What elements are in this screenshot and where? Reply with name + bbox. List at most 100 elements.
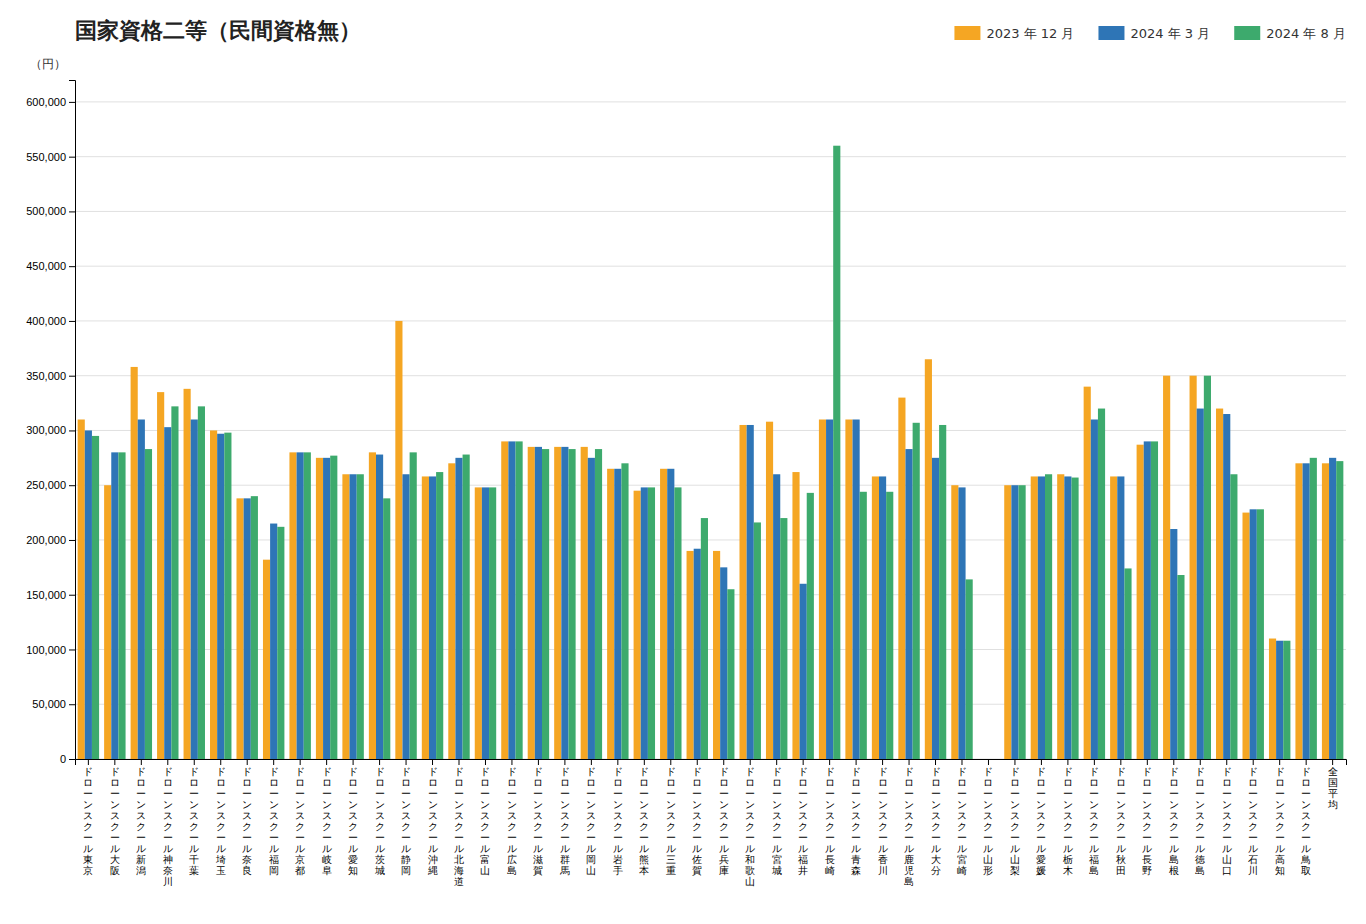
x-tick-char: ス <box>375 810 385 821</box>
y-axis-label: （円） <box>30 57 66 71</box>
legend-label: 2024 年 3 月 <box>1130 26 1210 41</box>
bar <box>236 498 243 759</box>
bar <box>1336 461 1343 759</box>
x-tick-char: ロ <box>322 777 332 788</box>
x-tick-char: ロ <box>1275 777 1285 788</box>
x-tick: ドローンスクール京都 <box>295 759 305 876</box>
x-tick-char: ン <box>189 799 199 810</box>
x-tick-char: 川 <box>878 865 888 876</box>
x-tick: ドローンスクール愛知 <box>348 759 358 876</box>
x-tick: ドローンスクール山口 <box>1222 759 1232 876</box>
x-tick-char: ク <box>666 821 676 832</box>
x-tick-char: ン <box>454 799 464 810</box>
y-tick-label: 100,000 <box>26 644 66 656</box>
x-tick-char: ー <box>560 832 570 843</box>
tick-mark <box>141 759 142 765</box>
bar <box>376 455 383 759</box>
x-tick: ドローンスクール大分 <box>931 759 941 876</box>
x-tick-char: ー <box>480 832 490 843</box>
bar <box>118 452 125 759</box>
bar <box>383 498 390 759</box>
tick-mark <box>459 759 460 765</box>
x-tick-label: ドローンスクール東京 <box>83 766 93 876</box>
y-tick: 400,000 <box>26 315 75 327</box>
x-tick-char: ロ <box>348 777 358 788</box>
bar <box>766 422 773 759</box>
bar <box>171 406 178 759</box>
x-tick-char: ン <box>322 799 332 810</box>
grid-line <box>75 430 1346 431</box>
x-tick-char: ー <box>1142 788 1152 799</box>
x-tick-char: ー <box>1142 832 1152 843</box>
x-tick-char: ル <box>851 843 861 854</box>
bar <box>104 485 111 759</box>
x-tick-char: ス <box>242 810 252 821</box>
x-tick: ドローンスクール北海道 <box>454 759 464 887</box>
tick-mark <box>961 759 962 765</box>
bar <box>833 146 840 759</box>
bar <box>614 469 621 759</box>
x-tick-char: ス <box>1010 810 1020 821</box>
bar <box>648 487 655 759</box>
x-tick: ドローンスクール埼玉 <box>215 759 226 876</box>
x-tick-label: ドローンスクール和歌山 <box>745 766 755 887</box>
x-tick-label: ドローンスクール茨城 <box>374 766 385 876</box>
x-tick-char: ス <box>719 810 729 821</box>
x-tick: ドローンスクール静岡 <box>401 759 411 876</box>
x-tick-char: ロ <box>1301 777 1311 788</box>
x-tick: ドローンスクール青森 <box>851 759 861 876</box>
bar <box>747 425 754 759</box>
x-tick: ドローンスクール徳島 <box>1195 759 1205 876</box>
x-tick-char: 崎 <box>825 865 835 876</box>
x-tick-char: ー <box>745 832 755 843</box>
x-tick-char: ス <box>269 810 279 821</box>
bar <box>958 487 965 759</box>
x-tick-char: ー <box>983 832 993 843</box>
x-tick-char: ル <box>904 843 914 854</box>
x-tick-char: ド <box>639 766 649 777</box>
x-tick-char: ン <box>957 799 967 810</box>
x-tick-char: ク <box>454 821 464 832</box>
bar <box>210 430 217 759</box>
x-tick-char: 知 <box>1275 865 1285 876</box>
bar <box>1329 458 1336 759</box>
x-tick-char: ク <box>216 821 226 832</box>
x-tick-char: ー <box>401 788 411 799</box>
x-tick-label: ドローンスクール長野 <box>1142 766 1152 876</box>
x-tick-char: ク <box>639 821 649 832</box>
x-tick-char: ン <box>1222 799 1232 810</box>
bar <box>145 449 152 759</box>
x-tick-char: ル <box>957 843 967 854</box>
x-tick-char: ー <box>1195 788 1205 799</box>
x-tick-char: ロ <box>1036 777 1046 788</box>
bar <box>316 458 323 759</box>
bar <box>1098 409 1105 759</box>
x-tick-char: ド <box>454 766 464 777</box>
x-tick-char: ル <box>428 843 438 854</box>
x-tick-char: ク <box>719 821 729 832</box>
x-tick: ドローンスクール山梨 <box>1010 759 1020 876</box>
bar <box>898 398 905 759</box>
x-tick-char: 神 <box>163 854 173 865</box>
bar-series <box>85 409 1336 759</box>
x-tick-char: ド <box>1063 766 1073 777</box>
x-tick-char: ル <box>322 843 332 854</box>
x-tick-char: ル <box>1301 843 1311 854</box>
x-tick-char: ル <box>586 843 596 854</box>
x-tick-char: 北 <box>454 854 464 865</box>
x-tick-char: ル <box>216 843 226 854</box>
x-tick-char: ロ <box>401 777 411 788</box>
tick-mark <box>1094 759 1095 765</box>
x-tick-char: ロ <box>639 777 649 788</box>
bar <box>1242 513 1249 759</box>
x-tick-char: 城 <box>771 865 782 876</box>
x-tick-char: ン <box>375 799 385 810</box>
bar <box>913 423 920 759</box>
x-tick-char: ド <box>931 766 941 777</box>
x-tick-char: ク <box>348 821 358 832</box>
legend-label: 2023 年 12 月 <box>986 26 1074 41</box>
x-tick-label: ドローンスクール石川 <box>1248 766 1258 876</box>
x-tick-char: ク <box>772 821 782 832</box>
x-tick-char: 栃 <box>1063 854 1073 865</box>
x-tick-char: ン <box>428 799 438 810</box>
